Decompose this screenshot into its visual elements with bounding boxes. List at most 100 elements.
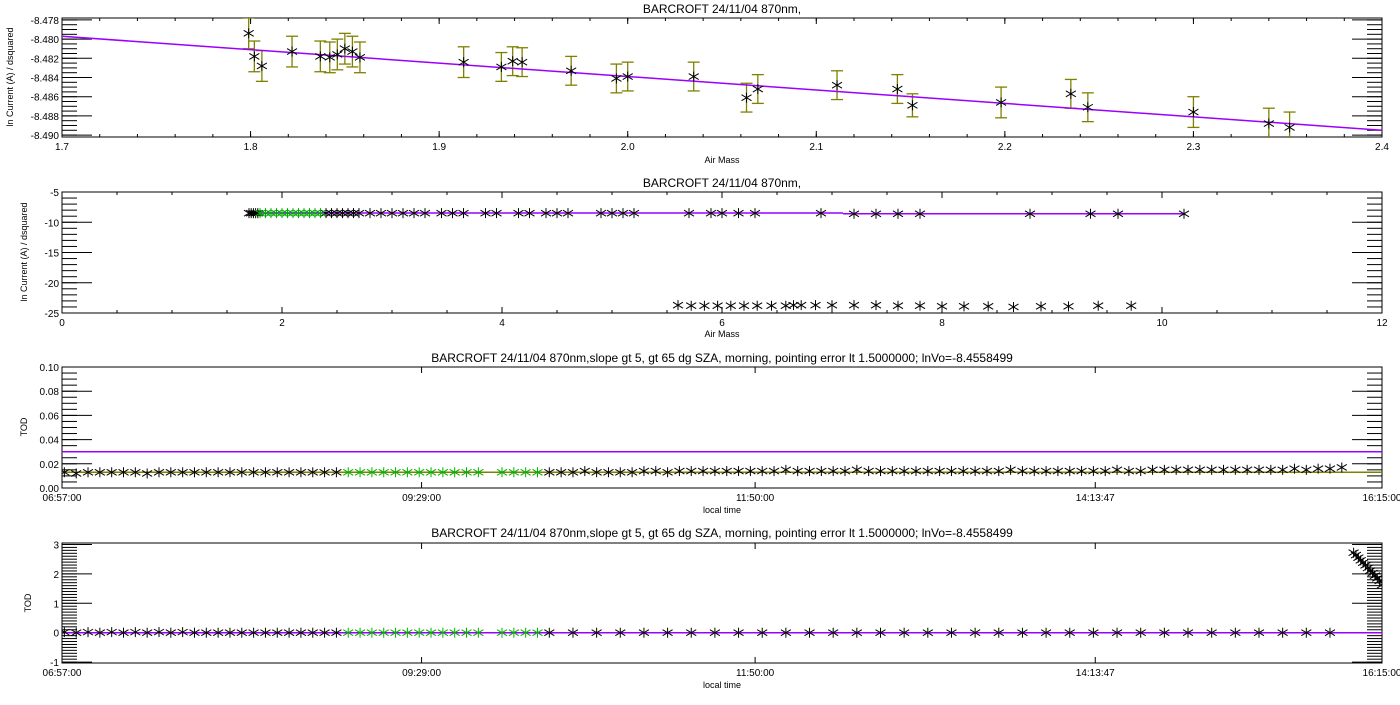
data-point: [1206, 627, 1217, 638]
data-point: [591, 467, 602, 478]
star-stroke: [532, 468, 543, 476]
data-point: [201, 467, 212, 478]
data-point: [1035, 301, 1047, 312]
star-stroke: [62, 468, 70, 475]
star-stroke: [224, 629, 236, 637]
star-stroke: [922, 467, 934, 475]
star-stroke: [319, 468, 330, 476]
star-stroke: [1376, 584, 1382, 589]
data-point: [565, 65, 577, 76]
y-tick-label: -15: [45, 249, 60, 260]
star-stroke: [461, 629, 472, 637]
y-tick-label: 0.08: [40, 387, 60, 398]
star-stroke: [461, 468, 472, 476]
data-point: [788, 300, 799, 311]
data-point: [1194, 464, 1206, 475]
data-point: [70, 468, 82, 479]
x-tick-label: 11:50:00: [736, 668, 775, 679]
star-stroke: [804, 467, 815, 475]
x-tick-label: 14:13:47: [1076, 493, 1115, 504]
data-point: [1063, 301, 1074, 312]
data-point: [513, 208, 524, 219]
data-point: [626, 467, 638, 478]
x-tick-label: 1.8: [244, 142, 258, 153]
data-point: [461, 627, 472, 638]
star-stroke: [224, 468, 236, 476]
data-point: [248, 467, 259, 478]
data-point: [397, 208, 409, 219]
data-point: [286, 46, 298, 57]
y-tick-label: 1: [53, 599, 59, 610]
y-tick-label: -8.488: [31, 112, 60, 123]
x-axis-label: local time: [703, 505, 741, 515]
star-stroke: [397, 209, 409, 217]
data-point: [567, 627, 579, 638]
x-tick-label: 2.4: [1375, 142, 1389, 153]
data-point: [254, 208, 266, 219]
star-stroke: [106, 628, 117, 636]
data-point: [628, 208, 640, 219]
plot-frame: [61, 542, 1383, 664]
data-point: [1099, 466, 1111, 477]
star-stroke: [591, 629, 602, 637]
data-point: [496, 627, 508, 638]
data-point: [1376, 580, 1382, 591]
data-point: [449, 467, 460, 478]
data-point: [1088, 627, 1099, 638]
star-stroke: [339, 45, 351, 53]
star-stroke: [1277, 629, 1288, 637]
data-point: [749, 208, 761, 219]
star-stroke: [716, 209, 728, 217]
star-stroke: [826, 301, 838, 309]
star-stroke: [177, 468, 188, 476]
data-point: [780, 464, 792, 475]
data-point: [946, 466, 957, 477]
star-stroke: [567, 468, 579, 476]
x-tick-label: 4: [499, 318, 505, 329]
star-stroke: [165, 468, 177, 476]
data-point: [287, 208, 299, 219]
data-point: [1324, 463, 1336, 474]
star-stroke: [1135, 467, 1146, 475]
x-tick-label: 11:50:00: [736, 493, 775, 504]
star-stroke: [283, 629, 295, 637]
y-tick-label: -8.482: [31, 54, 60, 65]
y-tick-label: -8.478: [31, 16, 60, 27]
data-point: [733, 627, 744, 638]
star-stroke: [1263, 120, 1275, 127]
data-point: [271, 208, 282, 219]
star-stroke: [827, 467, 839, 475]
star-stroke: [248, 629, 259, 637]
x-tick-label: 1.7: [55, 142, 69, 153]
data-point: [1301, 627, 1312, 638]
star-stroke: [1040, 467, 1052, 475]
star-stroke: [1088, 629, 1099, 637]
star-stroke: [283, 468, 295, 476]
star-stroke: [243, 29, 254, 37]
data-point: [106, 467, 117, 478]
plot-area: [62, 18, 1382, 137]
star-stroke: [1367, 569, 1378, 577]
data-point: [892, 84, 903, 95]
data-point: [458, 57, 469, 68]
data-point: [1111, 627, 1123, 638]
star-stroke: [1099, 467, 1111, 475]
star-stroke: [638, 629, 650, 637]
star-stroke: [1253, 466, 1265, 474]
star-stroke: [507, 57, 518, 65]
star-stroke: [496, 468, 508, 476]
data-point: [969, 466, 981, 477]
data-point: [1008, 301, 1019, 312]
star-stroke: [697, 467, 709, 475]
star-stroke: [458, 58, 469, 66]
data-point: [887, 466, 898, 477]
star-stroke: [82, 628, 94, 636]
data-point: [425, 467, 437, 478]
data-point: [697, 466, 709, 477]
data-point: [982, 301, 994, 312]
data-point: [1112, 208, 1124, 219]
data-point: [272, 467, 283, 478]
star-stroke: [741, 94, 752, 102]
data-point: [958, 466, 969, 477]
data-point: [260, 627, 271, 638]
